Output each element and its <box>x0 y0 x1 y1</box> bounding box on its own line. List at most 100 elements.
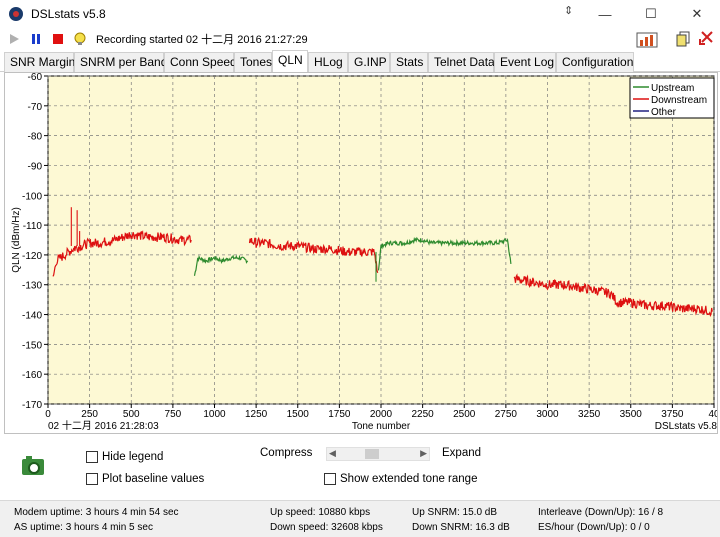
status-bar: Modem uptime: 3 hours 4 min 54 sec AS up… <box>0 500 720 537</box>
window-title: DSLstats v5.8 <box>31 7 106 21</box>
x-tick-label: 2000 <box>370 409 393 420</box>
y-tick-label: -130 <box>22 281 42 292</box>
tab-snr-margin[interactable]: SNR Margin <box>4 52 75 72</box>
y-tick-label: -140 <box>22 311 42 322</box>
x-tick-label: 3250 <box>578 409 601 420</box>
pause-button[interactable] <box>28 31 44 47</box>
checkbox-box[interactable] <box>86 451 98 463</box>
tab-conn-speed[interactable]: Conn Speed <box>164 52 237 72</box>
x-tick-label: 1500 <box>287 409 310 420</box>
slider-left-arrow-icon[interactable]: ◀ <box>329 448 336 458</box>
y-tick-label: -110 <box>23 221 43 232</box>
slider-right-arrow-icon[interactable]: ▶ <box>420 448 427 458</box>
tab-event-log[interactable]: Event Log <box>494 52 556 72</box>
tab-hlog[interactable]: HLog <box>308 52 348 72</box>
down-speed: Down speed: 32608 kbps <box>270 522 383 533</box>
y-tick-label: -70 <box>28 102 43 113</box>
tab-snrm-per-band[interactable]: SNRM per Band <box>74 52 167 72</box>
down-snrm: Down SNRM: 16.3 dB <box>412 522 510 533</box>
modem-uptime: Modem uptime: 3 hours 4 min 54 sec <box>14 507 179 518</box>
hide-legend-checkbox[interactable]: Hide legend <box>86 451 163 463</box>
double-arrow-icon[interactable]: ⇕ <box>564 5 574 17</box>
x-tick-label: 3750 <box>661 409 684 420</box>
tab-bar: SNR Margin SNRM per Band Conn Speed Tones QL… <box>0 50 720 73</box>
x-tick-label: 1250 <box>245 409 268 420</box>
zoom-slider[interactable]: ◀ ▶ <box>326 447 430 461</box>
chart-version: DSLstats v5.8 <box>655 421 717 432</box>
x-tick-label: 250 <box>81 409 98 420</box>
play-icon <box>10 34 19 44</box>
camera-icon[interactable] <box>22 456 44 475</box>
recording-status: Recording started 02 十二月 2016 21:27:29 <box>96 34 308 46</box>
minimize-button[interactable]: — <box>598 6 612 22</box>
play-button[interactable] <box>6 31 22 47</box>
y-tick-label: -80 <box>28 132 43 143</box>
hide-legend-label: Hide legend <box>102 451 164 463</box>
series-line-downstream <box>52 230 192 277</box>
interleave: Interleave (Down/Up): 16 / 8 <box>538 507 664 518</box>
checkbox-box[interactable] <box>324 473 336 485</box>
legend-label-other: Other <box>651 107 677 118</box>
x-tick-label: 750 <box>165 409 182 420</box>
x-axis-label: Tone number <box>352 421 411 432</box>
chart-timestamp: 02 十二月 2016 21:28:03 <box>48 419 159 432</box>
tab-g-inp[interactable]: G.INP <box>348 52 390 72</box>
checkbox-box[interactable] <box>86 473 98 485</box>
tab-qln[interactable]: QLN <box>272 50 308 73</box>
bar-chart-icon <box>636 32 658 48</box>
tab-tones[interactable]: Tones <box>234 52 272 72</box>
stop-button[interactable] <box>50 31 66 47</box>
close-button[interactable]: ✕ <box>691 6 703 21</box>
copy-button[interactable] <box>676 31 690 50</box>
close-graph-button[interactable] <box>698 30 714 49</box>
x-tick-label: 1000 <box>203 409 226 420</box>
tab-telnet-data[interactable]: Telnet Data <box>428 52 495 72</box>
maximize-button[interactable]: ☐ <box>645 6 657 21</box>
copy-icon <box>676 31 690 47</box>
x-tick-label: 500 <box>123 409 140 420</box>
series-line-downstream <box>248 236 379 273</box>
plot-baseline-label: Plot baseline values <box>102 473 205 485</box>
tab-configuration[interactable]: Configuration <box>556 52 634 72</box>
series-line-downstream <box>513 273 713 318</box>
qln-chart: -60 -70 -80 -90 -100 -110 -120 -130 -140 -150 -160… <box>4 72 718 434</box>
x-tick-label: 3500 <box>620 409 643 420</box>
graph-button[interactable] <box>636 30 658 51</box>
y-tick-label: -100 <box>22 191 42 202</box>
x-tick-label: 3000 <box>536 409 559 420</box>
es-per-hour: ES/hour (Down/Up): 0 / 0 <box>538 522 650 533</box>
x-tick-label: 1750 <box>328 409 351 420</box>
legend-label-upstream: Upstream <box>651 83 694 94</box>
app-icon <box>9 7 23 21</box>
y-tick-label: -120 <box>22 251 42 262</box>
x-tick-label: 2250 <box>412 409 435 420</box>
x-tick-label: 2500 <box>453 409 476 420</box>
slider-thumb[interactable] <box>365 449 379 459</box>
as-uptime: AS uptime: 3 hours 4 min 5 sec <box>14 522 153 533</box>
help-button[interactable] <box>72 31 88 47</box>
lightbulb-icon <box>74 32 86 45</box>
pause-icon <box>32 34 40 44</box>
extended-range-label: Show extended tone range <box>340 473 478 485</box>
y-tick-label: -160 <box>22 370 42 381</box>
x-tick-label: 0 <box>45 409 51 420</box>
y-tick-label: -170 <box>22 400 42 411</box>
up-speed: Up speed: 10880 kbps <box>270 507 371 518</box>
y-tick-label: -90 <box>28 161 43 172</box>
toolbar: Recording started 02 十二月 2016 21:27:29 <box>0 28 720 50</box>
compress-label: Compress <box>260 447 313 459</box>
x-tick-label: 40 <box>708 409 717 420</box>
up-snrm: Up SNRM: 15.0 dB <box>412 507 498 518</box>
stop-icon <box>53 34 63 44</box>
expand-label: Expand <box>442 447 482 459</box>
series-line-upstream <box>377 236 512 271</box>
plot-baseline-checkbox[interactable]: Plot baseline values <box>86 473 204 485</box>
y-axis-label: QLN (dBm/Hz) <box>11 207 22 273</box>
y-tick-label: -60 <box>28 73 43 83</box>
close-arrow-icon <box>699 31 713 45</box>
series-line-upstream <box>193 254 249 276</box>
legend-label-downstream: Downstream <box>651 95 707 106</box>
chart-svg: -60 -70 -80 -90 -100 -110 -120 -130 -140 -150 -160… <box>11 73 717 432</box>
extended-range-checkbox[interactable]: Show extended tone range <box>324 473 477 485</box>
tab-stats[interactable]: Stats <box>390 52 428 72</box>
